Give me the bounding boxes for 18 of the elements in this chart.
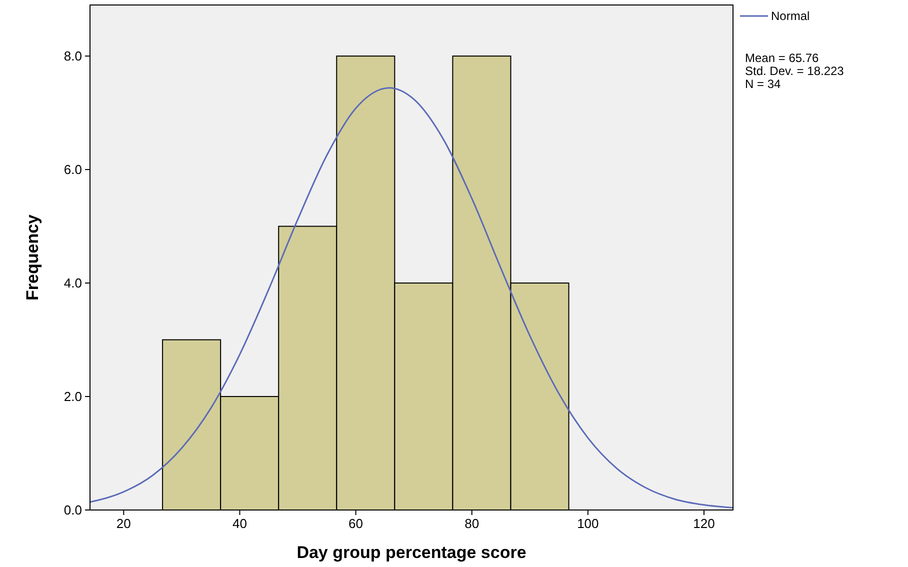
y-tick-label: 4.0 (64, 276, 82, 291)
x-tick-label: 120 (693, 516, 715, 531)
y-tick-label: 8.0 (64, 48, 82, 64)
y-tick-label: 2.0 (64, 389, 82, 404)
x-axis-title: Day group percentage score (296, 543, 526, 562)
text: N = 34 (745, 77, 782, 91)
line-series (90, 87, 733, 508)
text: Mean = 65.76 (745, 51, 820, 65)
x-tick-label: 60 (348, 516, 364, 531)
x-tick-label: 80 (464, 516, 480, 531)
legend-label: Normal (771, 9, 810, 24)
x-tick-label: 40 (232, 516, 247, 531)
y-axis-title: Frequency (23, 214, 42, 300)
x-tick-label: 20 (116, 516, 131, 531)
y-tick-label: 6.0 (64, 162, 82, 178)
text: Std. Dev. = 18.223 (745, 64, 844, 78)
x-tick-label: 100 (577, 516, 599, 531)
y-tick-label: 0.0 (64, 502, 82, 518)
